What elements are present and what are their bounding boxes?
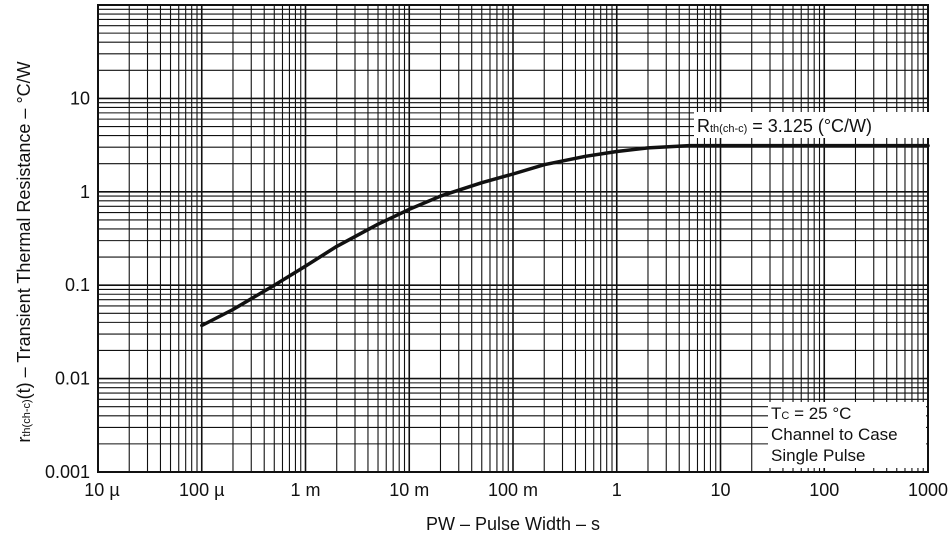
rth-annotation-bg [694,112,930,138]
y-tick-label: 1 [80,182,90,202]
conditions-line3: Single Pulse [771,446,866,465]
y-tick-labels: 0.001 0.01 0.1 1 10 [45,88,90,482]
y-axis-label-rest: (t) – Transient Thermal Resistance – °C/… [14,61,34,399]
conditions-tc: TC = 25 °C [771,404,851,423]
series-line [200,143,930,328]
x-tick-label: 10 m [389,480,429,500]
rth-annotation-rest: = 3.125 (°C/W) [747,116,872,136]
x-tick-label: 1 m [290,480,320,500]
x-tick-label: 100 m [488,480,538,500]
conditions-tc-sub: C [781,410,789,422]
rth-annotation-sub: th(ch-c) [710,123,747,135]
rth-annotation-main: R [697,116,710,136]
conditions-tc-rest: = 25 °C [789,404,851,423]
x-tick-label: 100 µ [179,480,224,500]
x-tick-label: 1000 [908,480,948,500]
y-axis-label-sub: th(ch-c) [21,399,33,436]
rth-annotation: Rth(ch-c) = 3.125 (°C/W) [697,116,872,136]
y-tick-label: 0.1 [65,275,90,295]
x-tick-labels: 10 µ 100 µ 1 m 10 m 100 m 1 10 100 1000 [84,480,948,500]
y-tick-label: 0.01 [55,369,90,389]
y-axis-label: rth(ch-c)(t) – Transient Thermal Resista… [14,61,34,442]
x-tick-label: 1 [612,480,622,500]
conditions-line2: Channel to Case [771,425,898,444]
y-tick-label: 10 [70,88,90,108]
x-tick-label: 10 [710,480,730,500]
y-axis-label-main: r [14,437,34,443]
x-tick-label: 10 µ [84,480,119,500]
x-tick-label: 100 [809,480,839,500]
y-tick-label: 0.001 [45,462,90,482]
x-axis-label: PW – Pulse Width – s [426,514,600,534]
grid [97,5,928,473]
conditions-tc-main: T [771,404,781,423]
conditions-box-bg [768,402,926,468]
plot-frame [97,4,929,473]
